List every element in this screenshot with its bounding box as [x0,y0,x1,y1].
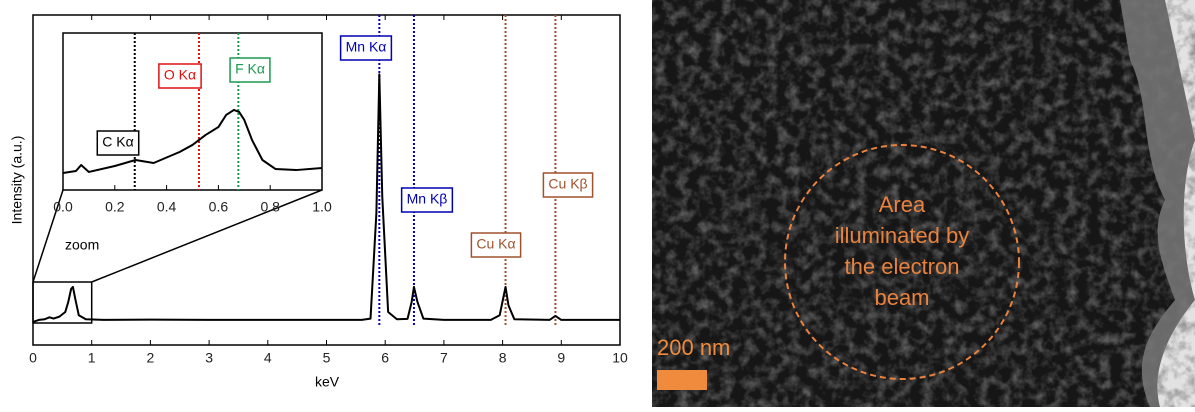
x-tick-label: 7 [440,350,448,366]
x-tick-label: 3 [205,350,213,366]
scale-bar [657,370,707,390]
peak-label-box [229,57,271,83]
peak-label-text: F Kα [235,61,265,77]
x-tick-label: 8 [499,350,507,366]
peak-label: C Kα [96,130,140,156]
beam-annotation: beam [874,285,929,310]
peak-label: F Kα [229,57,271,83]
beam-annotation: illuminated by [835,223,970,248]
peak-label-text: O Kα [164,67,196,83]
zoom-connector [32,189,64,283]
peak-label-text: Mn Kα [346,39,387,55]
x-tick-label: 0.0 [53,199,73,215]
y-axis-label: Intensity (a.u.) [9,136,25,225]
x-tick-label: 0 [29,350,37,366]
x-tick-label: 5 [323,350,331,366]
x-tick-label: 1.0 [312,199,332,215]
peak-label-text: C Kα [102,134,133,150]
peak-label-text: Cu Kβ [548,176,587,192]
x-tick-label: 0.6 [209,199,229,215]
peak-label: Mn Kβ [400,187,454,213]
peak-label-box [470,232,522,258]
x-axis-label: keV [315,374,340,390]
peak-label-box [400,187,454,213]
peak-label: Cu Kβ [542,172,594,198]
peak-label: Mn Kα [339,35,393,61]
peak-label-box [158,63,202,89]
peak-label-text: Cu Kα [476,236,515,252]
peak-label-box [339,35,393,61]
x-tick-label: 1 [88,350,96,366]
x-tick-label: 0.4 [157,199,177,215]
x-tick-label: 6 [381,350,389,366]
beam-annotation: the electron [845,254,960,279]
peak-label: O Kα [158,63,202,89]
x-tick-label: 0.8 [260,199,280,215]
x-tick-label: 9 [557,350,565,366]
zoom-connector [91,189,323,283]
spectrum-line [62,108,323,175]
inset-frame [62,32,323,191]
beam-annotation: Area [879,192,926,217]
x-tick-label: 0.2 [105,199,125,215]
scale-label: 200 nm [657,335,730,360]
peak-label-box [542,172,594,198]
spectrum-line [32,73,620,323]
x-tick-label: 10 [612,350,628,366]
tem-image: 200 nm [652,0,1195,407]
zoom-box [32,281,93,324]
x-tick-label: 2 [147,350,155,366]
peak-label: Cu Kα [470,232,522,258]
x-tick-label: 4 [264,350,272,366]
inset-annotation: zoom [65,237,99,253]
peak-label-text: Mn Kβ [407,191,448,207]
peak-label-box [96,130,140,156]
beam-area [784,144,1020,380]
